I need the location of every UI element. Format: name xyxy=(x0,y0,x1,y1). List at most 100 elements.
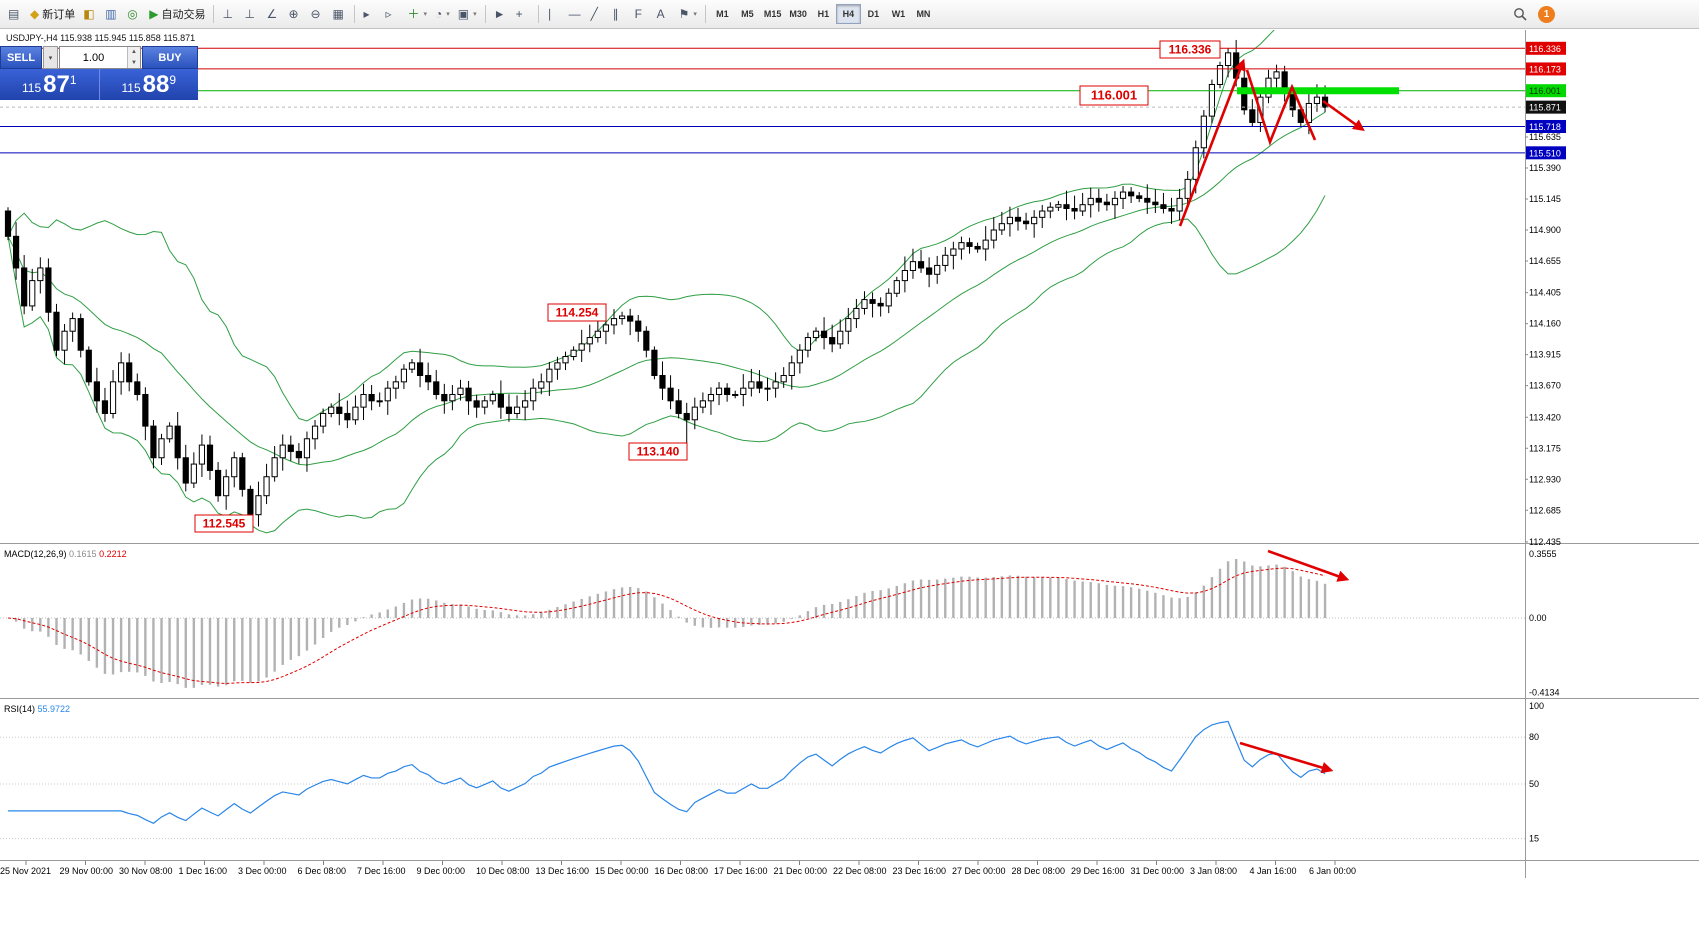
chart-shift-button[interactable]: ▹ xyxy=(381,3,403,25)
svg-text:28 Dec 08:00: 28 Dec 08:00 xyxy=(1012,866,1066,876)
notification-badge[interactable]: 1 xyxy=(1538,6,1555,23)
templates-button[interactable]: ▣ ▾ xyxy=(454,3,481,25)
volume-field: ▲ ▼ xyxy=(59,46,141,69)
svg-text:116.336: 116.336 xyxy=(1529,44,1561,54)
equidistant-channel-button[interactable]: ∥ xyxy=(609,3,631,25)
toolbar-separator xyxy=(537,5,539,23)
ask-big-digits: 88 xyxy=(142,71,170,98)
timeframe-m5[interactable]: M5 xyxy=(735,4,760,24)
svg-text:6 Jan 00:00: 6 Jan 00:00 xyxy=(1309,866,1356,876)
fibonacci-button[interactable]: F xyxy=(631,3,653,25)
rsi-label: RSI(14) 55.9722 xyxy=(4,704,70,714)
vertical-line-button[interactable]: ∣ xyxy=(543,3,565,25)
autotrading-button[interactable]: ▶ 自动交易 xyxy=(145,3,209,25)
bar-chart-button[interactable]: ⊥ xyxy=(218,3,240,25)
auto-scroll-button[interactable]: ▸ xyxy=(359,3,381,25)
svg-text:9 Dec 00:00: 9 Dec 00:00 xyxy=(417,866,466,876)
toolbar-buttons: ▤ ◆ 新订单 ◧ ▥ ◎ ▶ 自动交易 ⊥ ⊥ ∠ ⊕ ⊖ ▦ ▸ ▹ ＋ ▾ ◔ ▾ ▣ ▾ ► + ∣ — ╱ ∥ F A ⚑ ▾ xyxy=(4,3,710,25)
svg-text:115.390: 115.390 xyxy=(1529,163,1561,173)
line-chart-button[interactable]: ∠ xyxy=(262,3,284,25)
svg-text:113.140: 113.140 xyxy=(637,445,680,459)
svg-text:100: 100 xyxy=(1529,701,1544,711)
macd-panel xyxy=(0,558,1525,688)
zoom-out-button[interactable]: ⊖ xyxy=(306,3,328,25)
svg-text:50: 50 xyxy=(1529,779,1539,789)
svg-text:7 Dec 16:00: 7 Dec 16:00 xyxy=(357,866,406,876)
sell-button[interactable]: SELL xyxy=(0,46,42,69)
svg-text:114.655: 114.655 xyxy=(1529,256,1561,266)
trend-arrow-objects[interactable] xyxy=(1178,58,1365,774)
toolbar-separator xyxy=(213,5,215,23)
macd-label: MACD(12,26,9) 0.1615 0.2212 xyxy=(4,549,127,559)
bid-prefix: 115 xyxy=(21,81,42,95)
trendline-button[interactable]: ╱ xyxy=(587,3,609,25)
svg-text:116.336: 116.336 xyxy=(1169,43,1212,57)
rsi-line xyxy=(8,720,1326,824)
bid-price: 115 87 1 xyxy=(0,69,100,100)
new-chart-button[interactable]: ▤ xyxy=(4,3,26,25)
ask-prefix: 115 xyxy=(121,81,141,95)
timeframe-d1[interactable]: D1 xyxy=(861,4,886,24)
search-icon[interactable] xyxy=(1513,7,1528,22)
market-watch-button[interactable]: ◧ xyxy=(79,3,101,25)
svg-text:116.001: 116.001 xyxy=(1091,88,1137,103)
ask-price: 115 88 9 xyxy=(100,69,199,100)
zoom-in-button[interactable]: ⊕ xyxy=(284,3,306,25)
timeframe-toolbar: M1 M5 M15 M30 H1 H4 D1 W1 MN xyxy=(710,4,936,24)
bid-big-digits: 87 xyxy=(43,71,70,98)
timeframe-w1[interactable]: W1 xyxy=(886,4,911,24)
timeframe-mn[interactable]: MN xyxy=(911,4,936,24)
timeframe-m15[interactable]: M15 xyxy=(760,4,786,24)
svg-text:113.915: 113.915 xyxy=(1529,350,1561,360)
svg-text:115.145: 115.145 xyxy=(1529,194,1561,204)
indicators-button[interactable]: ＋ ▾ xyxy=(403,3,431,25)
volume-input[interactable] xyxy=(60,47,127,68)
svg-text:114.160: 114.160 xyxy=(1529,319,1561,329)
price-axis[interactable]: 115.635 115.390 115.145 114.900 114.655 114.4… xyxy=(1525,41,1566,844)
svg-text:114.405: 114.405 xyxy=(1529,288,1561,298)
chart-title: USDJPY-,H4 115.938 115.945 115.858 115.8… xyxy=(6,33,195,43)
volume-dropdown-button[interactable]: ▾ xyxy=(43,46,58,69)
timeframe-h1[interactable]: H1 xyxy=(811,4,836,24)
svg-text:30 Nov 08:00: 30 Nov 08:00 xyxy=(119,866,173,876)
svg-text:116.001: 116.001 xyxy=(1529,86,1561,96)
price-annotations[interactable]: 116.336 116.001 114.254 113.140 112.545 xyxy=(194,40,1221,533)
periods-button[interactable]: ◔ ▾ xyxy=(431,3,454,25)
time-axis[interactable]: 25 Nov 2021 29 Nov 00:00 30 Nov 08:00 1 Dec… xyxy=(0,861,1356,876)
crosshair-button[interactable]: + xyxy=(512,3,534,25)
cursor-button[interactable]: ► xyxy=(490,3,512,25)
text-button[interactable]: A xyxy=(653,3,675,25)
timeframe-h4[interactable]: H4 xyxy=(835,4,861,24)
svg-text:17 Dec 16:00: 17 Dec 16:00 xyxy=(714,866,768,876)
tile-windows-button[interactable]: ▦ xyxy=(328,3,350,25)
data-window-button[interactable]: ▥ xyxy=(101,3,123,25)
timeframe-m1[interactable]: M1 xyxy=(710,4,735,24)
horizontal-line-button[interactable]: — xyxy=(565,3,587,25)
svg-text:113.670: 113.670 xyxy=(1529,381,1561,391)
buy-button[interactable]: BUY xyxy=(142,46,198,69)
svg-text:10 Dec 08:00: 10 Dec 08:00 xyxy=(476,866,530,876)
volume-up-button[interactable]: ▲ xyxy=(128,47,140,58)
one-click-trading-panel: SELL ▾ ▲ ▼ BUY 115 87 1 115 88 9 xyxy=(0,46,198,100)
svg-text:13 Dec 16:00: 13 Dec 16:00 xyxy=(536,866,590,876)
new-order-button[interactable]: ◆ 新订单 xyxy=(26,3,79,25)
svg-text:31 Dec 00:00: 31 Dec 00:00 xyxy=(1131,866,1185,876)
svg-text:115.871: 115.871 xyxy=(1529,103,1561,113)
svg-text:115.635: 115.635 xyxy=(1529,132,1561,142)
svg-text:114.254: 114.254 xyxy=(556,306,599,320)
svg-text:27 Dec 00:00: 27 Dec 00:00 xyxy=(952,866,1006,876)
timeframe-m30[interactable]: M30 xyxy=(785,4,811,24)
svg-text:115.510: 115.510 xyxy=(1529,148,1561,158)
candlestick-chart-button[interactable]: ⊥ xyxy=(240,3,262,25)
arrows-button[interactable]: ⚑ ▾ xyxy=(675,3,701,25)
horizontal-line-objects[interactable] xyxy=(0,47,1525,154)
top-toolbar: ▤ ◆ 新订单 ◧ ▥ ◎ ▶ 自动交易 ⊥ ⊥ ∠ ⊕ ⊖ ▦ ▸ ▹ ＋ ▾ ◔ ▾ ▣ ▾ ► + ∣ — ╱ ∥ F A ⚑ ▾ M1… xyxy=(0,0,1699,29)
svg-text:112.930: 112.930 xyxy=(1529,474,1561,484)
volume-down-button[interactable]: ▼ xyxy=(128,57,140,68)
svg-text:22 Dec 08:00: 22 Dec 08:00 xyxy=(833,866,887,876)
svg-text:114.900: 114.900 xyxy=(1529,225,1561,235)
navigator-button[interactable]: ◎ xyxy=(123,3,145,25)
panel-separators xyxy=(0,30,1699,878)
svg-text:21 Dec 00:00: 21 Dec 00:00 xyxy=(774,866,828,876)
